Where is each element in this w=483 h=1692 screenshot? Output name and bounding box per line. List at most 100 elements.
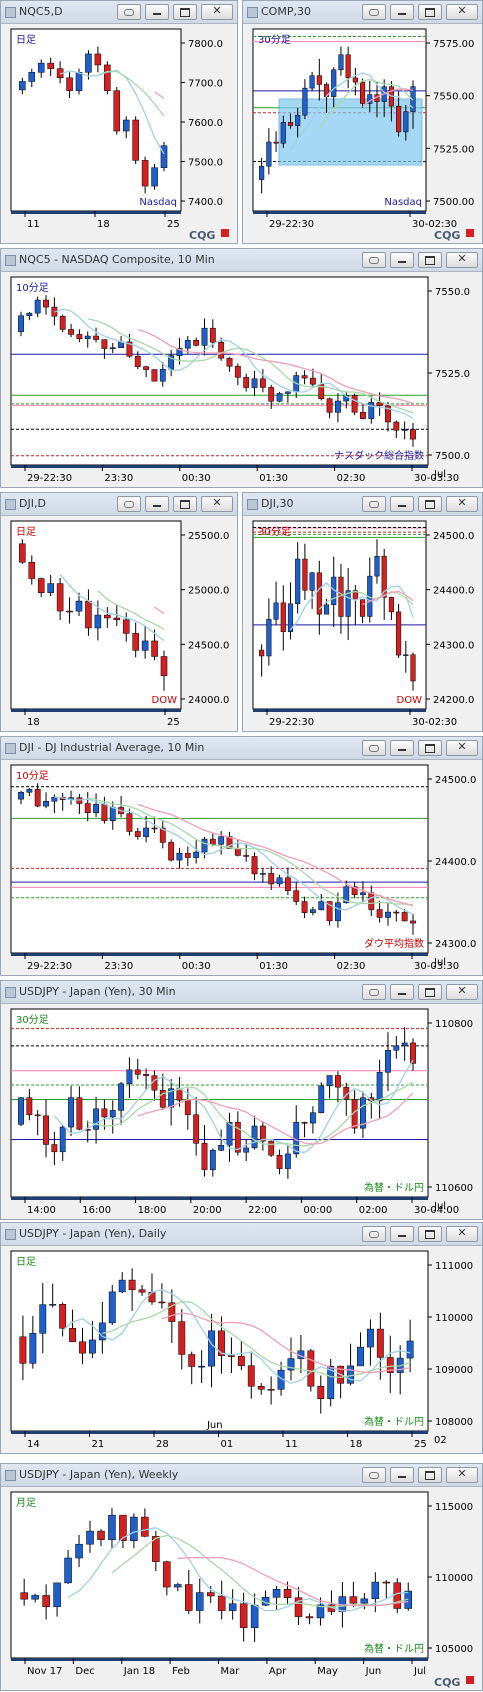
close-button[interactable]	[446, 252, 478, 268]
close-button[interactable]	[446, 4, 478, 20]
maximize-button[interactable]	[418, 1226, 442, 1242]
candle	[351, 395, 358, 413]
link-icon[interactable]	[362, 252, 386, 268]
close-button[interactable]	[446, 1226, 478, 1242]
title-bar[interactable]: COMP,30	[243, 1, 482, 24]
window-icon	[5, 1229, 16, 1240]
candle	[259, 649, 265, 657]
link-icon[interactable]	[362, 496, 386, 512]
candle	[360, 81, 366, 104]
title-bar[interactable]: NQC5,D	[1, 1, 237, 24]
symbol-label: 為替・ドル円	[364, 1642, 424, 1655]
candle	[85, 53, 92, 73]
minimize-button[interactable]	[390, 252, 414, 268]
minimize-button[interactable]	[390, 496, 414, 512]
minimize-button[interactable]	[390, 1226, 414, 1242]
minimize-button[interactable]	[390, 1467, 414, 1483]
close-button[interactable]	[446, 984, 478, 1000]
close-button[interactable]	[446, 496, 478, 512]
close-button[interactable]	[446, 740, 478, 756]
link-icon[interactable]	[362, 1226, 386, 1242]
maximize-button[interactable]	[173, 496, 197, 512]
candle	[43, 800, 49, 807]
candle	[19, 543, 26, 563]
maximize-button[interactable]	[418, 984, 442, 1000]
moving-average-line	[362, 88, 414, 108]
candle	[360, 1598, 369, 1604]
y-tick-label: 7400.0	[188, 197, 223, 208]
x-tick-label: Feb	[172, 1666, 190, 1677]
chart-window-w3[interactable]: NQC5 - NASDAQ Composite, 10 Min 10分足ナスダック…	[0, 248, 483, 488]
candle	[259, 165, 265, 180]
minimize-button[interactable]	[390, 984, 414, 1000]
close-button[interactable]	[446, 1467, 478, 1483]
title-bar[interactable]: DJI,D	[1, 493, 237, 516]
x-axis-bar	[11, 1431, 428, 1434]
chart-window-w2[interactable]: COMP,30 30分足 Nasdaq 7575.00 7550.00 7525.00 75…	[242, 0, 483, 244]
moving-average-line	[87, 318, 414, 414]
candles	[18, 295, 416, 447]
candle	[243, 855, 250, 857]
close-button[interactable]	[201, 4, 233, 20]
moving-average-line	[102, 1300, 411, 1379]
title-bar[interactable]: DJI,30	[243, 493, 482, 516]
moving-average-line	[137, 328, 414, 405]
minimize-button[interactable]	[145, 496, 169, 512]
timeframe-label: 日足	[16, 526, 36, 538]
maximize-button[interactable]	[418, 496, 442, 512]
maximize-button[interactable]	[418, 252, 442, 268]
candle	[385, 405, 391, 423]
chart-window-w5[interactable]: DJI,30 30分足 DOW 24500.0 24400.0 24300.0 24200.…	[242, 492, 483, 732]
link-icon[interactable]	[362, 4, 386, 20]
chart-window-w1[interactable]: NQC5,D 日足 Nasdaq 7800.0 7700.0 7600.0 7500.0 74…	[0, 0, 238, 244]
minimize-button[interactable]	[145, 4, 169, 20]
link-icon[interactable]	[117, 496, 141, 512]
cqg-logo-mark	[221, 229, 229, 237]
x-tick-label: 18:00	[138, 1205, 167, 1216]
maximize-button[interactable]	[418, 4, 442, 20]
minimize-button[interactable]	[390, 4, 414, 20]
minimize-button[interactable]	[390, 740, 414, 756]
title-bar[interactable]: USDJPY - Japan (Yen), Weekly	[1, 1464, 482, 1487]
candle	[243, 1147, 250, 1153]
window-icon	[5, 255, 16, 266]
candle	[234, 848, 241, 856]
link-icon[interactable]	[362, 1467, 386, 1483]
candle	[93, 335, 99, 340]
candle	[302, 87, 308, 116]
candle	[376, 909, 383, 918]
chart-window-w6[interactable]: DJI - DJ Industrial Average, 10 Min 10分足ダ…	[0, 736, 483, 976]
title-bar[interactable]: DJI - DJ Industrial Average, 10 Min	[1, 737, 482, 760]
moving-average-line	[318, 590, 414, 610]
title-bar[interactable]: NQC5 - NASDAQ Composite, 10 Min	[1, 249, 482, 272]
x-tick-label: 18	[350, 1439, 363, 1450]
link-icon[interactable]	[117, 4, 141, 20]
chart-window-w4[interactable]: DJI,D 日足 DOW 25500.0 25000.0 24500.0 24000.0 18…	[0, 492, 238, 732]
candle	[18, 792, 24, 800]
maximize-button[interactable]	[418, 1467, 442, 1483]
candle	[293, 890, 300, 902]
link-icon[interactable]	[362, 740, 386, 756]
maximize-button[interactable]	[418, 740, 442, 756]
link-icon[interactable]	[362, 984, 386, 1000]
candle	[382, 1581, 391, 1584]
maximize-button[interactable]	[173, 4, 197, 20]
moving-average-line	[137, 1092, 414, 1145]
candle	[247, 1365, 255, 1387]
candle	[393, 1582, 402, 1609]
candle	[309, 1112, 316, 1124]
window-icon	[5, 499, 16, 510]
title-bar[interactable]: USDJPY - Japan (Yen), Daily	[1, 1223, 482, 1246]
candle	[251, 1125, 258, 1149]
title-bar[interactable]: USDJPY - Japan (Yen), 30 Min	[1, 981, 482, 1004]
symbol-label: ナスダック総合指数	[334, 449, 424, 462]
candle	[273, 602, 279, 620]
candle	[218, 836, 225, 845]
symbol-label: DOW	[152, 695, 178, 706]
close-button[interactable]	[201, 496, 233, 512]
